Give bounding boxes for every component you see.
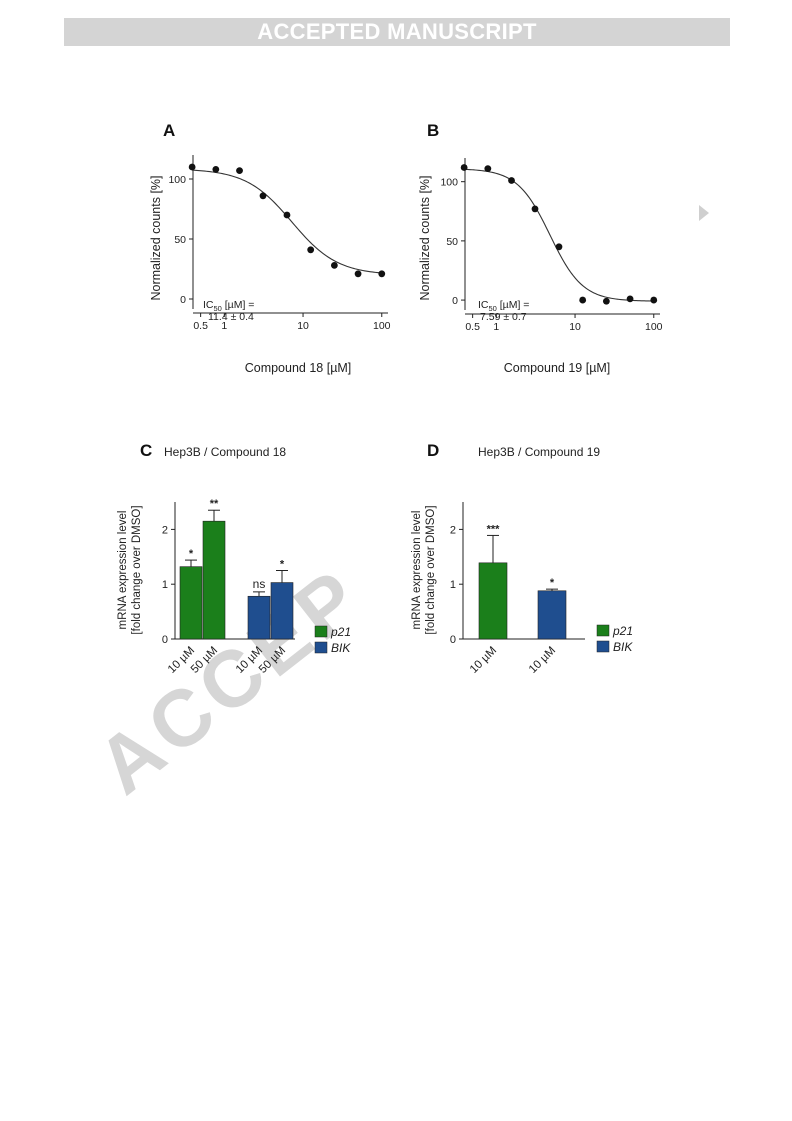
panel-b-xlabel: Compound 19 [µM]	[504, 361, 611, 375]
panel-d: D Hep3B / Compound 19 mRNA expression le…	[411, 441, 633, 676]
x-category-label: 10 µM	[527, 645, 558, 676]
y-tick-label: 0	[180, 294, 186, 306]
data-point	[602, 297, 610, 305]
y-tick-label: 1	[450, 579, 456, 591]
data-point	[460, 164, 468, 171]
legend-bik-swatch	[596, 640, 610, 653]
y-tick-label: 100	[168, 174, 186, 186]
data-point	[555, 243, 563, 251]
data-point	[508, 177, 515, 184]
panel-a-ic50-label: IC50 [µM] =	[203, 299, 254, 313]
panel-d-title: Hep3B / Compound 19	[478, 445, 600, 459]
legend-bik-label: BIK	[613, 640, 633, 654]
y-tick-label: 50	[174, 234, 186, 246]
data-point	[212, 166, 220, 173]
panel-b-ic50-label: IC50 [µM] =	[478, 299, 529, 313]
panel-d-ylabel-line1: mRNA expression level	[411, 511, 423, 630]
significance-label: *	[280, 559, 285, 571]
bar	[270, 582, 294, 640]
banner-text: ACCEPTED MANUSCRIPT	[257, 19, 537, 44]
legend-bik-label: BIK	[331, 641, 351, 655]
data-point	[579, 296, 587, 304]
y-tick-label: 2	[162, 524, 168, 536]
bar	[202, 520, 226, 640]
panel-a-label: A	[163, 121, 175, 140]
legend-p21-swatch	[314, 625, 328, 638]
panel-a-ylabel: Normalized counts [%]	[149, 175, 163, 300]
y-tick-label: 0	[452, 295, 458, 307]
y-tick-label: 0	[450, 634, 456, 646]
x-category-label: 50 µM	[189, 645, 220, 676]
panel-b: B Normalized counts [%] Compound 19 [µM]…	[418, 121, 663, 375]
significance-label: ***	[487, 523, 501, 535]
accepted-manuscript-banner: ACCEPTED MANUSCRIPT	[64, 18, 730, 46]
x-category-label: 50 µM	[257, 645, 288, 676]
x-tick-label: 1	[221, 320, 227, 332]
data-point	[283, 211, 291, 219]
legend-p21-label: p21	[612, 624, 633, 638]
y-tick-label: 0	[162, 634, 168, 646]
x-category-label: 10 µM	[468, 645, 499, 676]
y-tick-label: 1	[162, 579, 168, 591]
bar	[179, 566, 203, 640]
legend-bik-swatch	[314, 641, 328, 654]
panel-c: C Hep3B / Compound 18 mRNA expression le…	[117, 441, 351, 676]
data-point	[354, 270, 362, 278]
x-tick-label: 100	[373, 320, 391, 332]
legend-p21-label: p21	[330, 625, 351, 639]
data-point	[626, 295, 634, 303]
data-point	[236, 167, 243, 175]
triangle-marker-icon	[699, 205, 709, 221]
y-tick-label: 2	[450, 524, 456, 536]
x-tick-label: 100	[645, 321, 663, 333]
legend-p21-swatch	[596, 624, 610, 637]
panel-b-ylabel: Normalized counts [%]	[418, 175, 432, 300]
data-point	[330, 262, 338, 269]
panel-d-label: D	[427, 441, 439, 460]
bar	[247, 595, 271, 640]
x-tick-label: 1	[493, 321, 499, 333]
data-point	[378, 270, 386, 278]
data-point	[259, 192, 267, 200]
panel-c-label: C	[140, 441, 152, 460]
panel-c-ylabel-line1: mRNA expression level	[117, 511, 129, 630]
fit-curve	[464, 168, 654, 302]
panel-b-ic50-value: 7.59 ± 0.7	[480, 311, 527, 323]
bar	[537, 590, 567, 640]
significance-label: **	[210, 498, 219, 510]
panel-a-ic50-value: 11.4 ± 0.4	[208, 311, 254, 323]
panel-b-label: B	[427, 121, 439, 140]
fit-curve	[192, 169, 382, 274]
significance-label: ns	[253, 577, 266, 591]
x-tick-label: 0.5	[465, 321, 480, 333]
significance-label: *	[550, 577, 555, 589]
data-point	[307, 246, 315, 254]
significance-label: *	[189, 548, 194, 560]
data-point	[650, 296, 658, 304]
data-point	[484, 165, 492, 173]
bar	[478, 562, 508, 640]
x-tick-label: 10	[297, 320, 309, 332]
x-tick-label: 0.5	[193, 320, 208, 332]
panel-c-ylabel-line2: [fold change over DMSO]	[131, 505, 143, 634]
panel-d-ylabel-line2: [fold change over DMSO]	[425, 505, 437, 634]
data-point	[188, 163, 196, 171]
panel-c-title: Hep3B / Compound 18	[164, 445, 286, 459]
data-point	[531, 205, 539, 213]
y-tick-label: 50	[446, 236, 458, 248]
panel-a: A Normalized counts [%] Compound 18 [µM]…	[149, 121, 391, 375]
panel-a-xlabel: Compound 18 [µM]	[245, 361, 352, 375]
x-tick-label: 10	[569, 321, 581, 333]
y-tick-label: 100	[440, 177, 458, 189]
